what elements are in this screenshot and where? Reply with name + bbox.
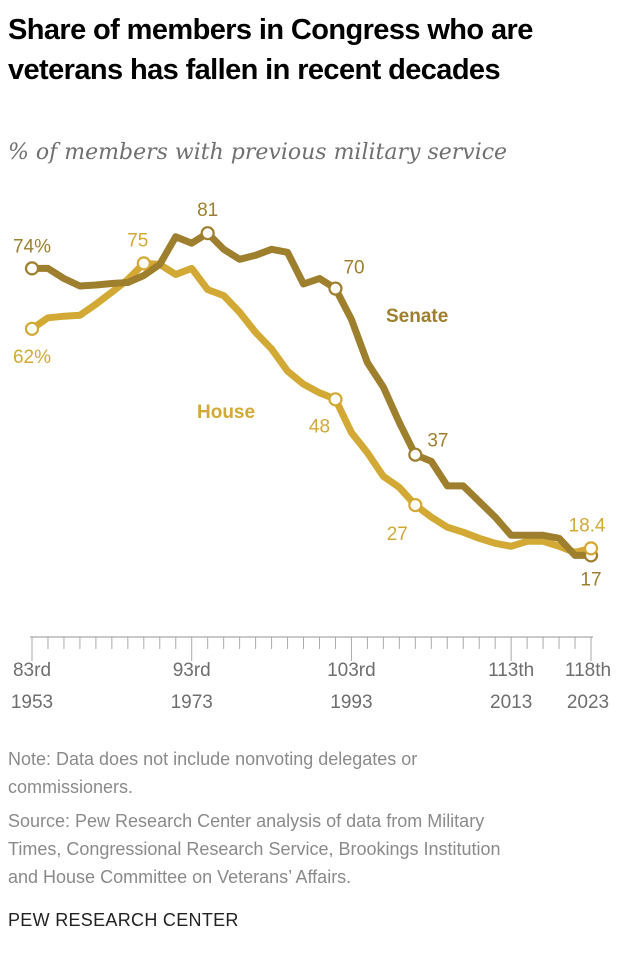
x-tick-label-congress: 118th bbox=[565, 660, 611, 681]
data-point-marker bbox=[24, 261, 40, 276]
data-point-marker bbox=[136, 256, 151, 271]
source-line: and House Committee on Veterans’ Affairs… bbox=[8, 867, 352, 887]
note-line: Note: Data does not include nonvoting de… bbox=[8, 749, 418, 769]
source-line: Times, Congressional Research Service, B… bbox=[8, 839, 501, 859]
x-tick-label-congress: 93rd bbox=[173, 660, 211, 681]
x-tick-label-year: 1973 bbox=[171, 692, 213, 713]
data-label: 75 bbox=[127, 230, 148, 251]
data-point-marker bbox=[583, 541, 599, 556]
data-point-marker bbox=[408, 497, 423, 513]
x-tick-label-year: 2023 bbox=[567, 692, 609, 713]
line-chart: 83rd 1953 93rd 1973 103rd 1993 113th 2013 118th 2… bbox=[11, 200, 611, 713]
data-label: 48 bbox=[309, 416, 330, 437]
x-tick-label-congress: 103rd bbox=[327, 660, 376, 681]
chart-title: Share of members in Congress who are vet… bbox=[8, 14, 533, 86]
x-tick-label-congress: 113th bbox=[488, 660, 534, 681]
data-point-marker bbox=[408, 447, 423, 462]
data-point-marker bbox=[328, 392, 343, 407]
series-label-senate: Senate bbox=[386, 306, 448, 327]
data-label: 37 bbox=[427, 431, 448, 452]
data-label: 27 bbox=[387, 524, 408, 545]
data-point-marker bbox=[24, 321, 40, 336]
source-line: Source: Pew Research Center analysis of … bbox=[8, 811, 485, 831]
data-label: 74% bbox=[13, 236, 51, 257]
series-line-senate bbox=[32, 229, 591, 559]
data-label: 70 bbox=[343, 258, 364, 279]
x-tick-label-congress: 83rd bbox=[13, 660, 51, 681]
series-label-house: House bbox=[197, 402, 255, 423]
data-point-marker bbox=[328, 281, 343, 296]
data-label: 81 bbox=[197, 200, 218, 221]
data-label: 62% bbox=[13, 347, 51, 368]
chart-subtitle: % of members with previous military serv… bbox=[8, 140, 508, 165]
x-tick-label-year: 2013 bbox=[490, 692, 532, 713]
x-tick-label-year: 1953 bbox=[11, 692, 53, 713]
footer-brand: PEW RESEARCH CENTER bbox=[8, 910, 239, 930]
note-line: commissioners. bbox=[8, 777, 134, 797]
data-point-marker bbox=[200, 226, 215, 241]
x-tick-label-year: 1993 bbox=[330, 692, 372, 713]
notes: Note: Data does not include nonvoting de… bbox=[8, 745, 618, 891]
data-label: 18.4 bbox=[569, 515, 606, 536]
data-label: 17 bbox=[580, 569, 601, 590]
series-line-house bbox=[30, 259, 592, 556]
